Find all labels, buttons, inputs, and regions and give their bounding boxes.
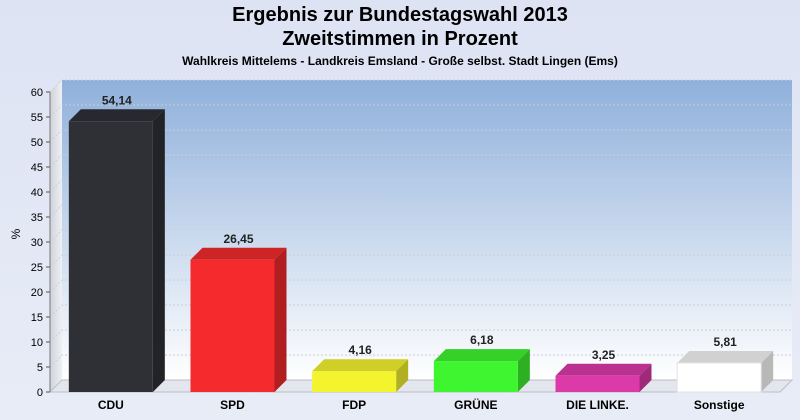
gridline xyxy=(49,254,792,268)
bar xyxy=(433,361,518,392)
data-label: 5,81 xyxy=(713,335,737,349)
y-tick-label: 50 xyxy=(31,137,43,149)
bar-side xyxy=(517,349,530,392)
bar-top xyxy=(677,350,774,363)
bar xyxy=(68,121,153,393)
data-label: 26,45 xyxy=(223,232,253,246)
gridline xyxy=(49,204,792,218)
x-tick-label: DIE LINKE. xyxy=(566,398,629,412)
data-label: 4,16 xyxy=(348,343,372,357)
bar xyxy=(676,362,762,393)
gridline xyxy=(49,229,792,243)
chart-title: Ergebnis zur Bundestagswahl 2013 xyxy=(232,4,568,26)
y-tick-label: 10 xyxy=(31,337,43,349)
y-tick-label: 45 xyxy=(31,162,43,174)
x-tick-label: FDP xyxy=(342,398,366,412)
y-tick-label: 15 xyxy=(31,312,43,324)
gridline xyxy=(49,304,792,318)
gridline xyxy=(49,154,792,168)
y-tick-label: 40 xyxy=(31,187,43,199)
chart-subtitle: Wahlkreis Mittelems - Landkreis Emsland … xyxy=(182,54,618,68)
bar-top xyxy=(555,363,652,376)
bar-top xyxy=(190,247,287,260)
x-tick-label: CDU xyxy=(98,398,124,412)
y-tick-label: 60 xyxy=(31,87,43,99)
bar xyxy=(190,259,275,392)
data-label: 3,25 xyxy=(592,348,616,362)
data-label: 54,14 xyxy=(102,93,132,107)
y-tick-label: 0 xyxy=(37,387,43,399)
bar-side xyxy=(639,363,652,392)
y-tick-label: 55 xyxy=(31,112,43,124)
gridline xyxy=(49,129,792,143)
x-tick-label: SPD xyxy=(220,398,245,412)
x-tick-label: GRÜNE xyxy=(454,397,497,412)
gridline xyxy=(49,354,792,368)
data-label: 6,18 xyxy=(470,333,494,347)
x-tick-label: Sonstige xyxy=(694,398,745,412)
bar-side xyxy=(396,359,409,392)
bar-top xyxy=(68,109,165,122)
chart-title-line2: Zweitstimmen in Prozent xyxy=(282,28,518,50)
gridline xyxy=(49,329,792,343)
bar-top xyxy=(312,359,409,372)
y-tick-label: 25 xyxy=(31,262,43,274)
bar-side xyxy=(761,350,774,392)
bar-top xyxy=(433,349,530,362)
y-axis-label: % xyxy=(9,228,23,239)
y-tick-label: 20 xyxy=(31,287,43,299)
gridline xyxy=(49,179,792,193)
y-tick-label: 5 xyxy=(37,362,43,374)
bar xyxy=(555,375,640,392)
y-tick-label: 30 xyxy=(31,237,43,249)
bar-side xyxy=(274,247,287,392)
bar xyxy=(312,371,397,392)
bar-side xyxy=(152,109,165,393)
gridline xyxy=(49,104,792,118)
gridline xyxy=(49,279,792,293)
y-tick-label: 35 xyxy=(31,212,43,224)
gridline xyxy=(49,79,792,93)
